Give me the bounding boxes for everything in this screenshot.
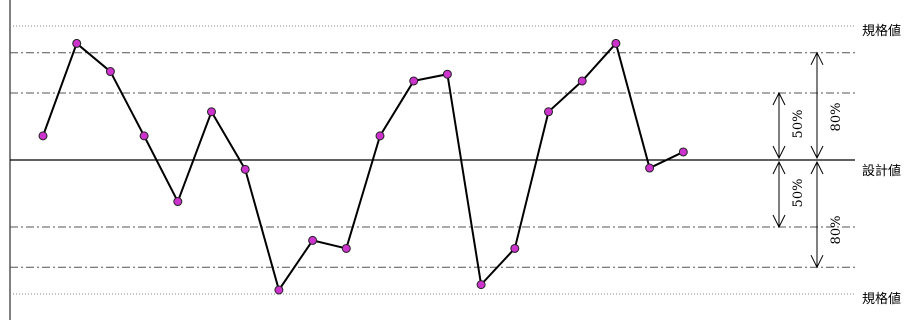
data-point-9 [308, 235, 318, 245]
data-point-2 [72, 38, 82, 48]
data-series [38, 38, 688, 295]
data-point-20 [678, 147, 688, 157]
arrow-50-upper-head-bottom [772, 145, 786, 160]
data-point-6 [207, 107, 216, 117]
data-point-4 [139, 131, 149, 141]
data-point-15 [510, 243, 520, 253]
data-point-14 [476, 280, 486, 290]
data-point-12 [409, 76, 419, 86]
data-point-19 [645, 163, 655, 173]
lower-spec-label: 規格値 [862, 291, 901, 307]
range-arrows [772, 51, 824, 269]
data-point-3 [105, 67, 115, 77]
pct80-upper-label: 80% [829, 103, 844, 132]
data-point-8 [274, 285, 284, 295]
data-point-18 [611, 38, 621, 48]
data-point-10 [341, 243, 351, 253]
reference-lines [10, 25, 855, 295]
data-point-11 [375, 131, 385, 141]
pct80-lower-label: 80% [829, 216, 844, 245]
design-value-label: 設計値 [862, 163, 901, 179]
arrow-50-lower-head-bottom [772, 214, 786, 229]
arrow-80-upper-head-top [810, 51, 824, 66]
series-line [42, 41, 684, 293]
data-point-5 [173, 197, 183, 207]
data-point-1 [38, 131, 48, 141]
upper-spec-label: 規格値 [862, 23, 901, 39]
arrow-50-upper-head-top [772, 91, 786, 106]
pct50-upper-label: 50% [791, 110, 806, 139]
pct50-lower-label: 50% [791, 179, 806, 208]
arrow-80-lower-head-bottom [810, 254, 824, 269]
data-point-17 [577, 76, 587, 86]
data-point-13 [442, 69, 452, 79]
arrow-80-upper-head-bottom [810, 145, 824, 160]
arrow-50-lower-head-top [772, 160, 786, 175]
arrow-80-lower-head-top [810, 160, 824, 175]
data-point-7 [240, 164, 250, 174]
data-point-16 [544, 107, 553, 117]
